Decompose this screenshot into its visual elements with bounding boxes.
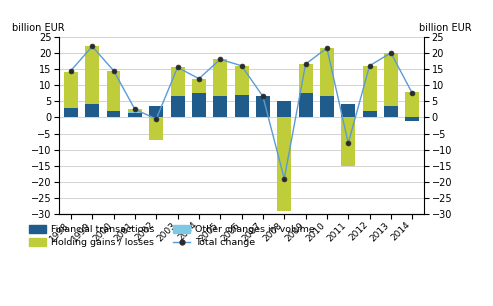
Bar <box>320 48 334 96</box>
Bar <box>341 118 355 166</box>
Bar <box>405 118 419 121</box>
Bar <box>341 104 355 118</box>
Bar <box>106 71 120 111</box>
Bar <box>405 91 419 118</box>
Bar <box>213 59 227 96</box>
Bar <box>128 109 142 111</box>
Bar <box>299 93 313 118</box>
Bar <box>128 113 142 118</box>
Bar <box>384 53 398 106</box>
Bar <box>384 106 398 118</box>
Bar <box>363 111 377 118</box>
Bar <box>277 101 291 118</box>
Bar <box>171 67 184 96</box>
Bar <box>106 111 120 118</box>
Bar <box>192 79 206 93</box>
Bar <box>64 108 78 118</box>
Bar <box>85 104 99 118</box>
Bar <box>149 106 163 118</box>
Text: billion EUR: billion EUR <box>419 23 471 32</box>
Bar <box>192 93 206 118</box>
Legend: Financial transactions, Holding gains / losses, Other changes in volume, Total c: Financial transactions, Holding gains / … <box>30 225 315 247</box>
Bar <box>128 111 142 113</box>
Bar <box>363 66 377 111</box>
Bar <box>235 95 248 118</box>
Bar <box>235 66 248 95</box>
Bar <box>64 72 78 108</box>
Bar <box>149 118 163 140</box>
Bar <box>320 96 334 118</box>
Bar <box>171 96 184 118</box>
Bar <box>256 96 270 118</box>
Bar <box>299 64 313 93</box>
Text: billion EUR: billion EUR <box>12 23 65 32</box>
Bar <box>277 118 291 211</box>
Bar <box>85 47 99 104</box>
Bar <box>213 96 227 118</box>
